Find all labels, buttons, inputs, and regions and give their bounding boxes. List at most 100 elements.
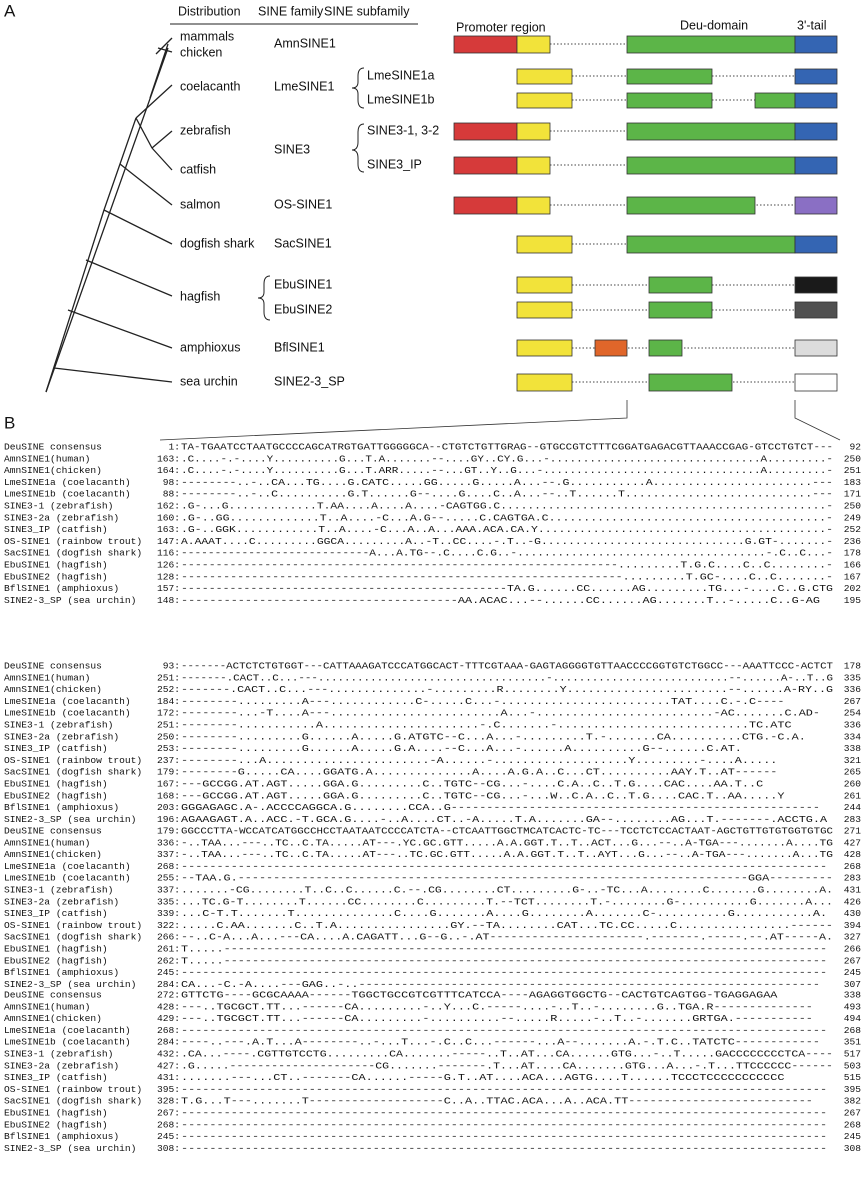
row-start: 184: [157, 696, 180, 707]
subfamily: LmeSINE1b [367, 92, 434, 106]
row-end: 267 [844, 955, 861, 966]
row-name: BflSINE1 (amphioxus) [4, 583, 119, 594]
sequence: ---..TGCGCT.TT...------CA.........-..Y..… [181, 1001, 813, 1012]
row-end: 515 [844, 1072, 862, 1083]
sequence: .G-..GG.............T..A....-C...A.G--..… [181, 512, 833, 523]
sequence: --------G.....CA....GGATG.A.............… [181, 767, 777, 778]
row-name: SacSINE1 (dogfish shark) [4, 1096, 142, 1107]
row-end: 268 [844, 1025, 862, 1036]
row-start: 284: [157, 1037, 180, 1048]
row-start: 336: [157, 837, 180, 848]
row-name: BflSINE1 (amphioxus) [4, 802, 119, 813]
sequence: TA-TGAATCCTAATGCCCCAGCATRGTGATTGGGGGCA--… [181, 442, 833, 453]
row-end: 517 [844, 1049, 861, 1060]
sequence: ----------------------------A...A.TG--.C… [181, 548, 833, 559]
family: SacSINE1 [274, 236, 332, 250]
row-start: 253: [157, 743, 180, 754]
row-end: 92 [849, 442, 861, 453]
family: LmeSINE1 [274, 79, 334, 93]
row-start: 164: [157, 465, 180, 476]
sequence: ----------------------------------------… [181, 1025, 827, 1036]
row-end: 493 [844, 1001, 862, 1012]
row-end: 249 [844, 512, 862, 523]
row-name: SINE3_IP (catfish) [4, 524, 108, 535]
sequence: ---..TGCGCT.TT...------CA.........-.....… [181, 1013, 813, 1024]
family: OS-SINE1 [274, 197, 332, 211]
sequence: -------ACTCTCTGTGGT---CATTAAAGATCCCATGGC… [181, 661, 833, 672]
header: SINE family [258, 4, 324, 18]
row-end: 171 [844, 489, 862, 500]
subfamily: SINE3-1, 3-2 [367, 123, 439, 137]
row-end: 321 [844, 755, 862, 766]
row-start: 245: [157, 1131, 180, 1142]
row-end: 428 [844, 849, 862, 860]
row-start: 335: [157, 896, 180, 907]
row-start: 250: [157, 731, 180, 742]
sequence: GGGAGAGC.A-.ACCCCAGGCA.G........CCA..G--… [181, 802, 820, 813]
row-end: 503 [844, 1060, 862, 1071]
row-name: BflSINE1 (amphioxus) [4, 1131, 119, 1142]
row-end: 265 [844, 767, 862, 778]
row-name: BflSINE1 (amphioxus) [4, 967, 119, 978]
sequence: ----------------------------------------… [181, 1131, 827, 1142]
species: salmon [180, 197, 220, 211]
sequence: ----------------------------------------… [181, 1119, 827, 1130]
row-end: 245 [844, 1131, 862, 1142]
sequence: .C....-.-....Y..........G...T.A.......--… [181, 453, 833, 464]
row-name: SINE2-3_SP (sea urchin) [4, 979, 136, 990]
sequence: --------.........G......A.....G.ATGTC--C… [181, 731, 806, 742]
sequence: ----------------------------------------… [181, 861, 827, 872]
row-name: EbuSINE2 (hagfish) [4, 571, 108, 582]
row-end: 494 [844, 1013, 862, 1024]
row-name: SacSINE1 (dogfish shark) [4, 767, 142, 778]
row-name: LmeSINE1b (coelacanth) [4, 873, 131, 884]
row-start: 428: [157, 1001, 180, 1012]
row-name: AmnSINE1(human) [4, 453, 90, 464]
panel-b: B DeuSINE consensus 1: TA-TGAATCCTAATGCCCC… [4, 413, 861, 1153]
row-start: 1: [168, 442, 180, 453]
row-start: 251: [157, 672, 180, 683]
sequence: .......---...CT..-------CA......-----G.T… [181, 1072, 785, 1083]
row-start: 432: [157, 1049, 180, 1060]
row-name: DeuSINE consensus [4, 990, 102, 1001]
row-end: 183 [844, 477, 862, 488]
row-start: 203: [157, 802, 180, 813]
sequence: T.....----------------------------------… [181, 944, 827, 955]
species: amphioxus [180, 340, 240, 354]
sequence: ---------------------------------------A… [181, 595, 820, 606]
row-name: AmnSINE1(human) [4, 1001, 90, 1012]
row-end: 236 [844, 536, 862, 547]
subfamily: SINE3_IP [367, 157, 422, 171]
row-start: 308: [157, 1143, 180, 1154]
row-start: 245: [157, 967, 180, 978]
row-start: 172: [157, 708, 180, 719]
row-name: LmeSINE1b (coelacanth) [4, 708, 131, 719]
family: SINE2-3_SP [274, 374, 345, 388]
species: mammals [180, 29, 234, 43]
sequence: ----------------------------------------… [181, 1108, 827, 1119]
row-end: 166 [844, 560, 862, 571]
sequence: T.G...T---.......T-------------------C..… [181, 1096, 813, 1107]
sequence: GTTCTG----GCGCAAAA------TGGCTGCCGTCGTTTC… [181, 990, 778, 1001]
row-name: SINE3-1 (zebrafish) [4, 885, 113, 896]
row-name: AmnSINE1(chicken) [4, 849, 102, 860]
row-start: 431: [157, 1072, 180, 1083]
sequence: .G.....---------------------CG.......---… [181, 1060, 833, 1071]
sequence: ...TC.G-T........T......CC........C.....… [181, 896, 833, 907]
row-name: SINE3-2a (zebrafish) [4, 512, 119, 523]
row-end: 336 [844, 720, 862, 731]
row-end: 338 [844, 743, 862, 754]
row-name: SacSINE1 (dogfish shark) [4, 932, 142, 943]
row-start: 284: [157, 979, 180, 990]
row-end: 335 [844, 672, 862, 683]
row-end: 431 [844, 885, 862, 896]
row-name: DeuSINE consensus [4, 661, 102, 672]
row-name: AmnSINE1(chicken) [4, 684, 102, 695]
row-name: DeuSINE consensus [4, 442, 102, 453]
row-name: SINE3_IP (catfish) [4, 1072, 108, 1083]
row-end: 268 [844, 861, 862, 872]
sequence: -------.CACT..C...---...................… [181, 672, 833, 683]
row-end: 395 [844, 1084, 862, 1095]
family: AmnSINE1 [274, 36, 336, 50]
row-end: 382 [844, 1096, 862, 1107]
